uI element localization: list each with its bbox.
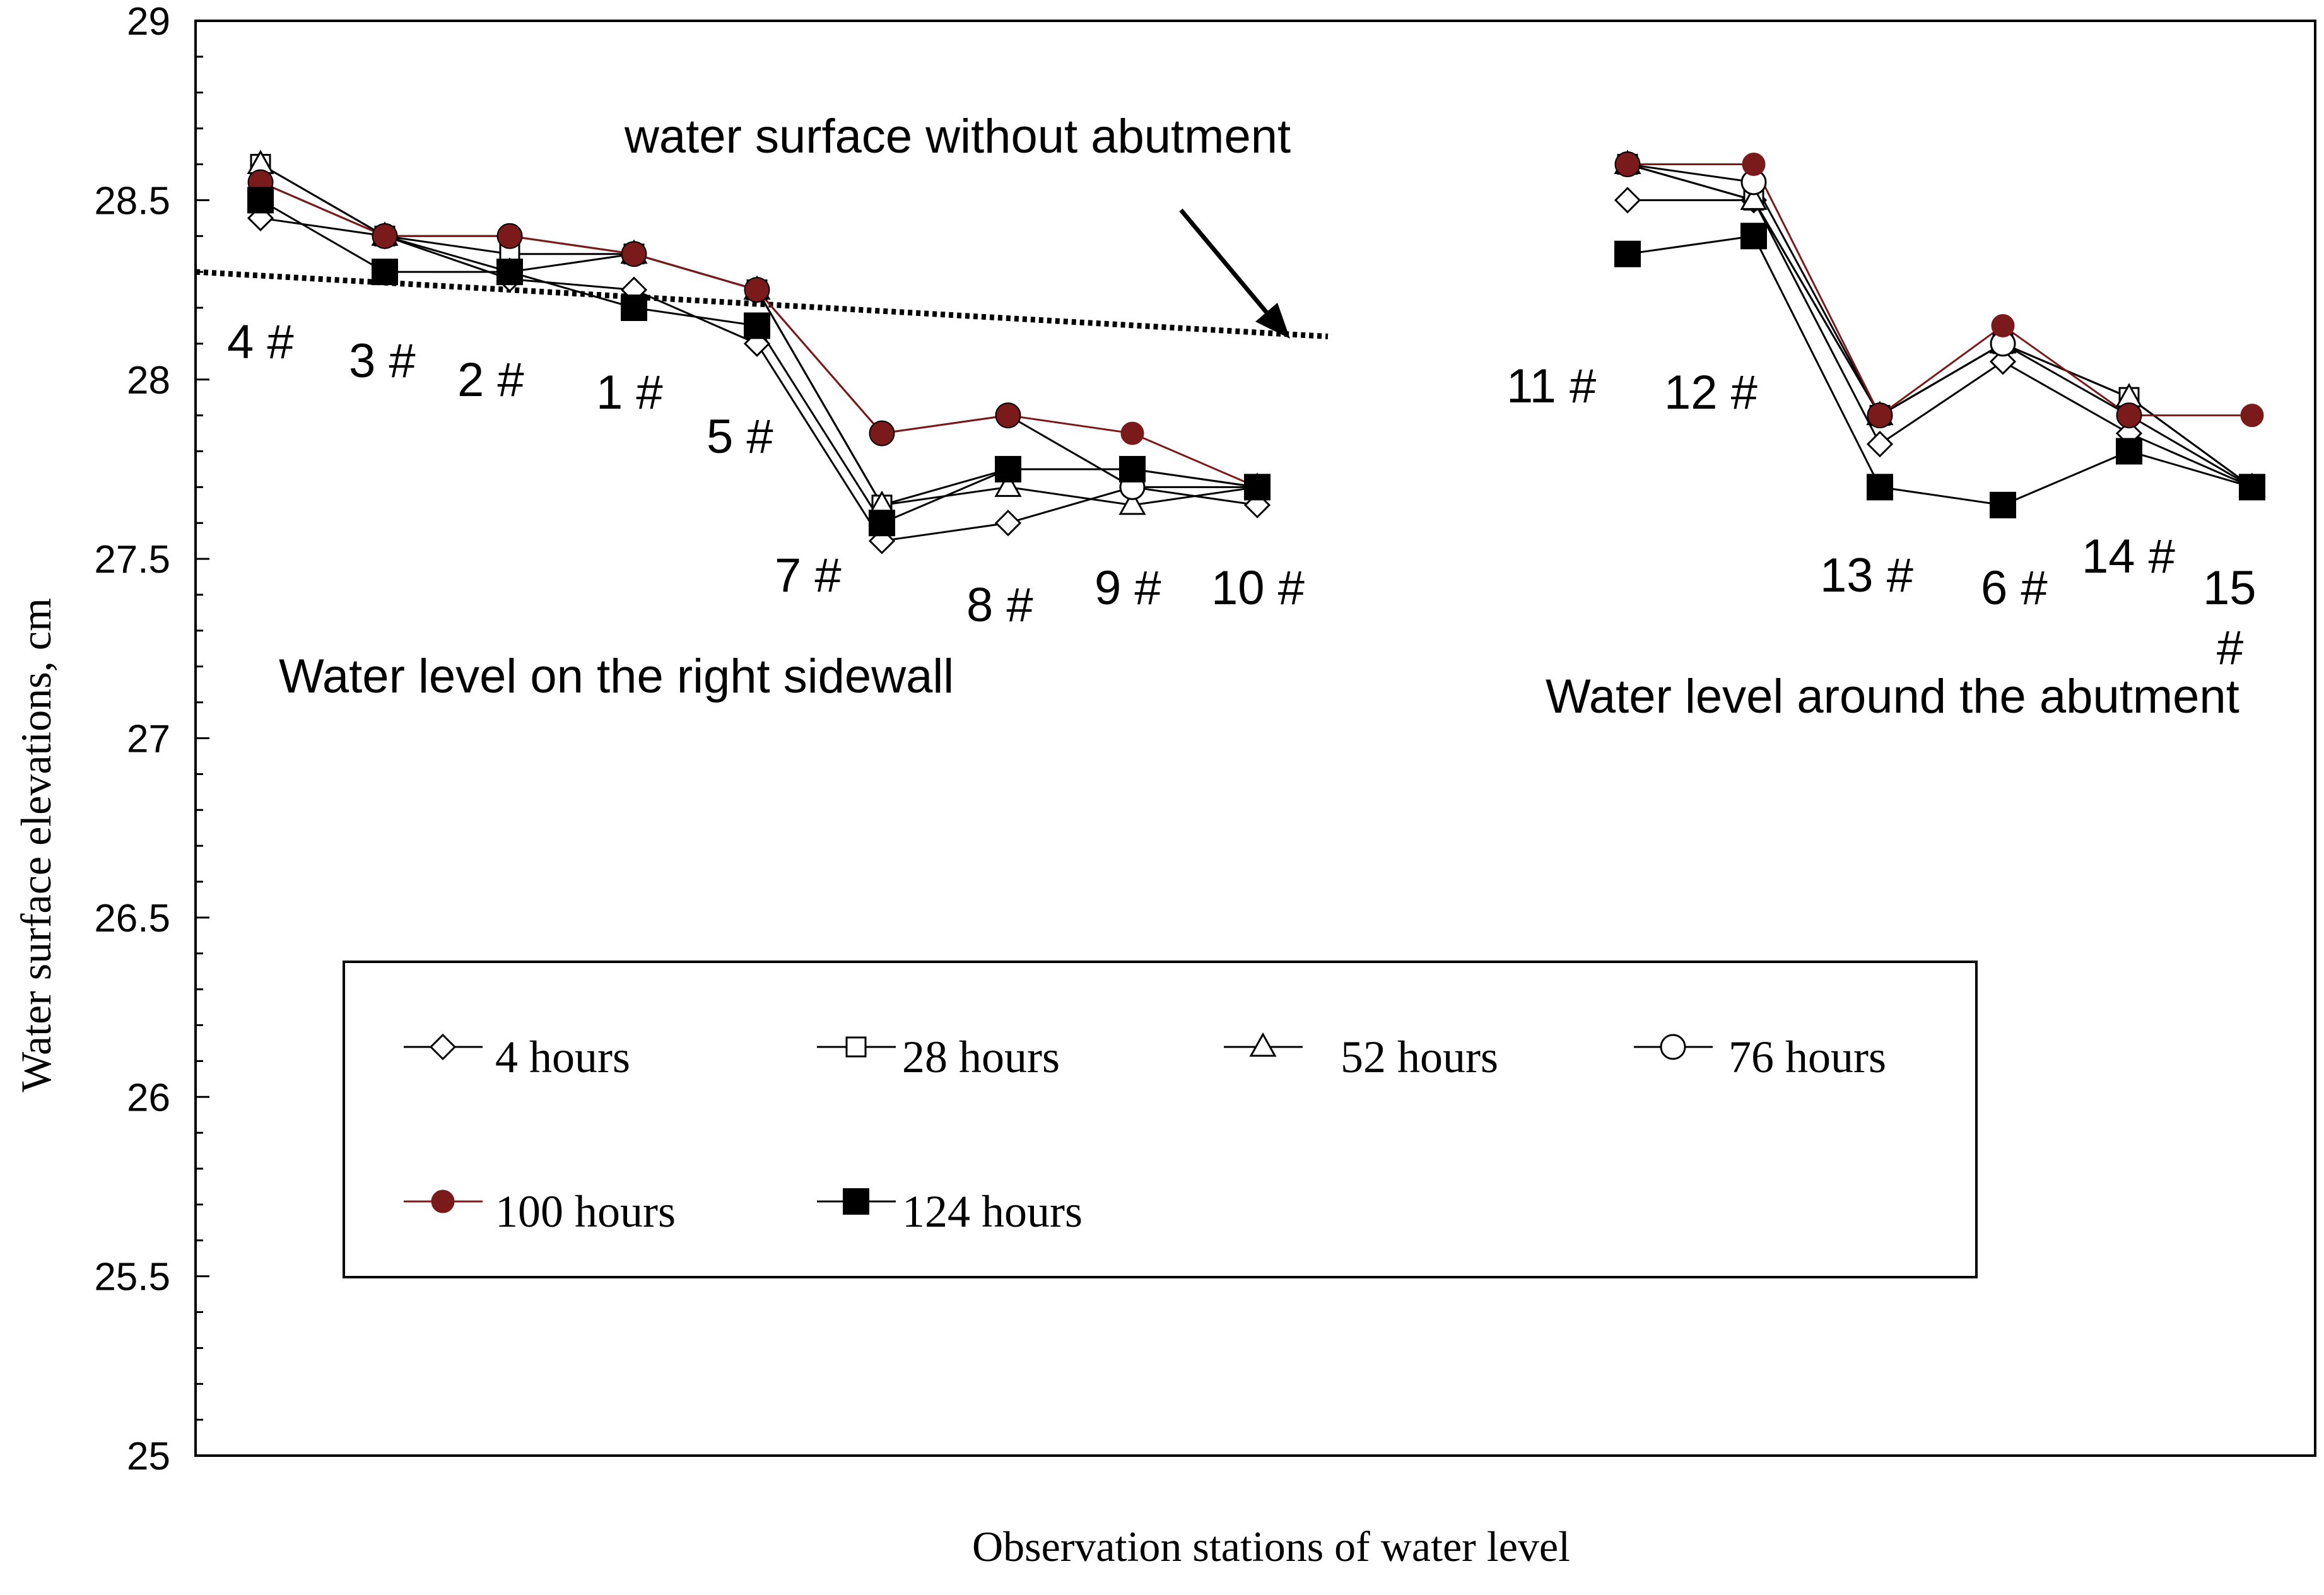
station-label: 7 #: [775, 549, 842, 602]
data-point: [1614, 187, 1641, 214]
data-point: [2239, 474, 2265, 501]
data-point: [1866, 431, 1894, 458]
station-label: 13 #: [1820, 549, 1913, 602]
legend-marker: [431, 1189, 455, 1213]
data-point: [2117, 404, 2141, 428]
station-label: 8 #: [966, 578, 1033, 632]
arrow-head: [1255, 303, 1290, 339]
arrow-label: water surface without abutment: [624, 110, 1291, 163]
legend-label: 124 hours: [902, 1186, 1083, 1237]
y-tick-label: 26.5: [94, 897, 170, 940]
data-point: [621, 295, 647, 321]
y-tick-label: 26: [127, 1076, 170, 1119]
station-label: 2 #: [457, 353, 524, 407]
legend-label: 28 hours: [902, 1032, 1060, 1082]
data-point: [1740, 223, 1767, 250]
data-point: [744, 312, 770, 339]
axes: 25 25.5 26 26.5 27 27.5 28 28.5 29: [94, 0, 2316, 1478]
legend: 4 hours 28 hours 52 hours 76 hours 100 hours…: [343, 961, 1978, 1278]
data-point: [995, 455, 1021, 482]
station-label: 10 #: [1211, 561, 1305, 615]
station-labels: 4 # 3 # 2 # 1 # 5 # 7 # 8 # 9 # 10 # 11 # 12 # 13 #…: [227, 315, 2257, 675]
series-line: [1627, 163, 2253, 488]
group2-label: Water level around the abutment: [1546, 670, 2239, 723]
station-label: 12 #: [1664, 366, 1758, 419]
data-point: [1118, 490, 1146, 515]
data-point: [1990, 491, 2016, 518]
data-point: [870, 421, 894, 445]
y-tick-label: 28: [127, 359, 170, 402]
legend-label: 52 hours: [1341, 1032, 1498, 1082]
legend-label: 4 hours: [495, 1032, 630, 1082]
data-point: [1867, 474, 1893, 501]
data-point: [498, 224, 522, 248]
legend-marker: [1249, 1032, 1277, 1057]
series-group: [247, 149, 2266, 554]
arrow-line: [1179, 208, 1276, 324]
data-point: [1740, 185, 1768, 210]
legend-label: 100 hours: [495, 1186, 676, 1237]
legend-box: [343, 961, 1978, 1278]
data-point: [745, 278, 769, 302]
series-line: [1628, 199, 2253, 488]
series-line: [1627, 235, 2253, 506]
station-label: 9 #: [1095, 561, 1161, 615]
data-point: [2240, 404, 2264, 428]
legend-marker: [845, 1036, 867, 1058]
y-tick-label: 25: [127, 1435, 170, 1478]
series-line: [1628, 163, 2252, 417]
data-point: [1244, 474, 1271, 501]
station-label: 3 #: [349, 334, 416, 388]
y-tick-label: 27: [127, 718, 170, 761]
data-point: [1614, 240, 1641, 267]
data-point: [994, 472, 1022, 497]
y-tick-label: 29: [127, 0, 170, 44]
station-label: 4 #: [227, 315, 294, 369]
x-axis-label: Observation stations of water level: [972, 1522, 1570, 1570]
station-label: 11 #: [1506, 359, 1596, 413]
station-label: 14 #: [2082, 530, 2175, 583]
station-label: 5 #: [707, 410, 773, 464]
station-label-part: #: [2217, 621, 2243, 675]
data-point: [2116, 438, 2142, 465]
y-tick-label: 27.5: [94, 538, 170, 581]
station-label: 15 #: [2203, 561, 2257, 675]
data-point: [1868, 404, 1892, 428]
data-point: [622, 242, 646, 266]
station-label-part: 15: [2203, 561, 2257, 615]
y-tick-label: 25.5: [94, 1256, 170, 1299]
data-point: [1616, 153, 1640, 176]
data-point: [1742, 153, 1766, 176]
data-point: [869, 510, 895, 537]
station-label: 6 #: [1981, 561, 2048, 615]
data-point: [996, 404, 1020, 428]
data-point: [1989, 348, 2017, 375]
legend-marker: [843, 1188, 869, 1215]
data-point: [1120, 421, 1144, 445]
y-axis-label: Water surface elevations, cm: [12, 598, 60, 1092]
legend-marker: [429, 1033, 457, 1061]
annotations: water surface without abutment Water lev…: [279, 110, 2239, 723]
y-tick-label: 28.5: [94, 179, 170, 223]
legend-label: 76 hours: [1728, 1032, 1886, 1082]
data-point: [1119, 455, 1146, 482]
data-point: [1991, 313, 2015, 337]
station-label: 1 #: [596, 366, 663, 419]
data-point: [372, 259, 398, 286]
data-point: [247, 187, 274, 214]
legend-marker: [1660, 1034, 1686, 1060]
data-point: [496, 259, 523, 286]
data-point: [994, 510, 1022, 537]
group1-label: Water level on the right sidewall: [279, 650, 954, 703]
data-point: [373, 224, 397, 248]
